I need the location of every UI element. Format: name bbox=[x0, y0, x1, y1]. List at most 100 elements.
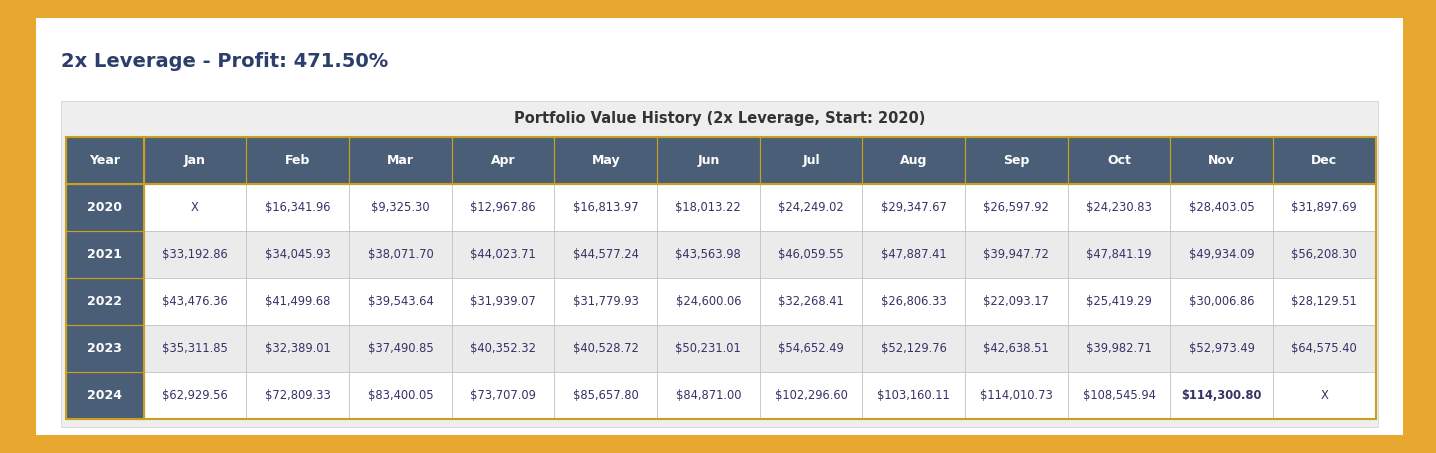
Bar bbox=[658, 325, 760, 372]
Bar bbox=[247, 137, 349, 184]
Bar bbox=[452, 278, 554, 325]
Bar bbox=[760, 231, 863, 278]
Bar bbox=[965, 325, 1067, 372]
Bar bbox=[144, 184, 247, 231]
Bar bbox=[965, 231, 1067, 278]
Bar bbox=[658, 137, 760, 184]
Bar bbox=[760, 325, 863, 372]
Bar bbox=[1272, 325, 1376, 372]
Bar bbox=[349, 137, 452, 184]
Bar bbox=[247, 278, 349, 325]
Bar bbox=[760, 278, 863, 325]
Text: $38,071.70: $38,071.70 bbox=[368, 248, 434, 261]
Bar bbox=[1272, 137, 1376, 184]
Text: Portfolio Value History (2x Leverage, Start: 2020): Portfolio Value History (2x Leverage, St… bbox=[514, 111, 925, 125]
Text: $31,939.07: $31,939.07 bbox=[470, 295, 536, 308]
Text: $47,887.41: $47,887.41 bbox=[880, 248, 946, 261]
Bar bbox=[863, 278, 965, 325]
Bar bbox=[1170, 325, 1272, 372]
Bar bbox=[760, 231, 863, 278]
Bar bbox=[1170, 184, 1272, 231]
Bar bbox=[349, 278, 452, 325]
Bar bbox=[1067, 278, 1170, 325]
Text: $102,296.60: $102,296.60 bbox=[774, 389, 847, 402]
Text: $35,311.85: $35,311.85 bbox=[162, 342, 228, 355]
Text: Year: Year bbox=[89, 154, 121, 167]
Text: Apr: Apr bbox=[491, 154, 516, 167]
Text: $41,499.68: $41,499.68 bbox=[266, 295, 330, 308]
Text: $39,543.64: $39,543.64 bbox=[368, 295, 434, 308]
Bar bbox=[349, 325, 452, 372]
Bar bbox=[554, 231, 658, 278]
Bar bbox=[144, 372, 247, 419]
Bar bbox=[1170, 137, 1272, 184]
Bar bbox=[66, 278, 144, 325]
Text: $28,403.05: $28,403.05 bbox=[1189, 201, 1255, 214]
Bar bbox=[66, 137, 144, 184]
Text: Mar: Mar bbox=[386, 154, 414, 167]
Bar bbox=[658, 372, 760, 419]
Bar bbox=[452, 372, 554, 419]
Bar bbox=[1272, 278, 1376, 325]
Bar bbox=[144, 372, 247, 419]
Text: $39,982.71: $39,982.71 bbox=[1086, 342, 1152, 355]
Bar bbox=[554, 325, 658, 372]
Bar bbox=[144, 137, 247, 184]
Bar bbox=[658, 325, 760, 372]
Bar bbox=[66, 325, 144, 372]
Text: $28,129.51: $28,129.51 bbox=[1291, 295, 1357, 308]
Text: 2024: 2024 bbox=[88, 389, 122, 402]
Text: 2023: 2023 bbox=[88, 342, 122, 355]
Bar bbox=[554, 372, 658, 419]
Bar bbox=[1272, 231, 1376, 278]
Bar bbox=[760, 137, 863, 184]
Text: Nov: Nov bbox=[1208, 154, 1235, 167]
Bar bbox=[247, 372, 349, 419]
Bar bbox=[965, 137, 1067, 184]
Text: $16,341.96: $16,341.96 bbox=[266, 201, 330, 214]
Text: Feb: Feb bbox=[284, 154, 310, 167]
Text: $30,006.86: $30,006.86 bbox=[1189, 295, 1255, 308]
Bar bbox=[1067, 325, 1170, 372]
Text: $49,934.09: $49,934.09 bbox=[1189, 248, 1255, 261]
Text: $84,871.00: $84,871.00 bbox=[675, 389, 741, 402]
Text: $31,779.93: $31,779.93 bbox=[573, 295, 639, 308]
Bar bbox=[1170, 231, 1272, 278]
Text: $42,638.51: $42,638.51 bbox=[984, 342, 1050, 355]
Bar bbox=[144, 137, 247, 184]
Bar bbox=[349, 184, 452, 231]
Bar bbox=[1067, 137, 1170, 184]
Bar bbox=[658, 137, 760, 184]
Text: $64,575.40: $64,575.40 bbox=[1291, 342, 1357, 355]
Bar bbox=[554, 137, 658, 184]
Bar bbox=[66, 278, 144, 325]
Bar bbox=[247, 137, 349, 184]
Bar bbox=[144, 325, 247, 372]
Bar bbox=[760, 137, 863, 184]
Bar bbox=[349, 325, 452, 372]
Text: $56,208.30: $56,208.30 bbox=[1291, 248, 1357, 261]
Bar bbox=[144, 231, 247, 278]
Text: $72,809.33: $72,809.33 bbox=[264, 389, 330, 402]
Bar bbox=[554, 325, 658, 372]
Bar bbox=[1170, 278, 1272, 325]
Bar bbox=[349, 278, 452, 325]
Bar bbox=[66, 231, 144, 278]
Bar bbox=[1272, 372, 1376, 419]
Bar bbox=[658, 184, 760, 231]
Bar bbox=[247, 231, 349, 278]
Text: $16,813.97: $16,813.97 bbox=[573, 201, 639, 214]
Text: $26,597.92: $26,597.92 bbox=[984, 201, 1050, 214]
Text: $52,129.76: $52,129.76 bbox=[880, 342, 946, 355]
Bar bbox=[863, 184, 965, 231]
Bar bbox=[452, 137, 554, 184]
Text: $24,230.83: $24,230.83 bbox=[1086, 201, 1152, 214]
Text: $114,010.73: $114,010.73 bbox=[979, 389, 1053, 402]
Bar bbox=[452, 231, 554, 278]
Text: 2020: 2020 bbox=[88, 201, 122, 214]
Text: $24,249.02: $24,249.02 bbox=[778, 201, 844, 214]
Bar bbox=[1170, 137, 1272, 184]
Text: 2022: 2022 bbox=[88, 295, 122, 308]
Bar bbox=[658, 372, 760, 419]
Bar bbox=[554, 184, 658, 231]
